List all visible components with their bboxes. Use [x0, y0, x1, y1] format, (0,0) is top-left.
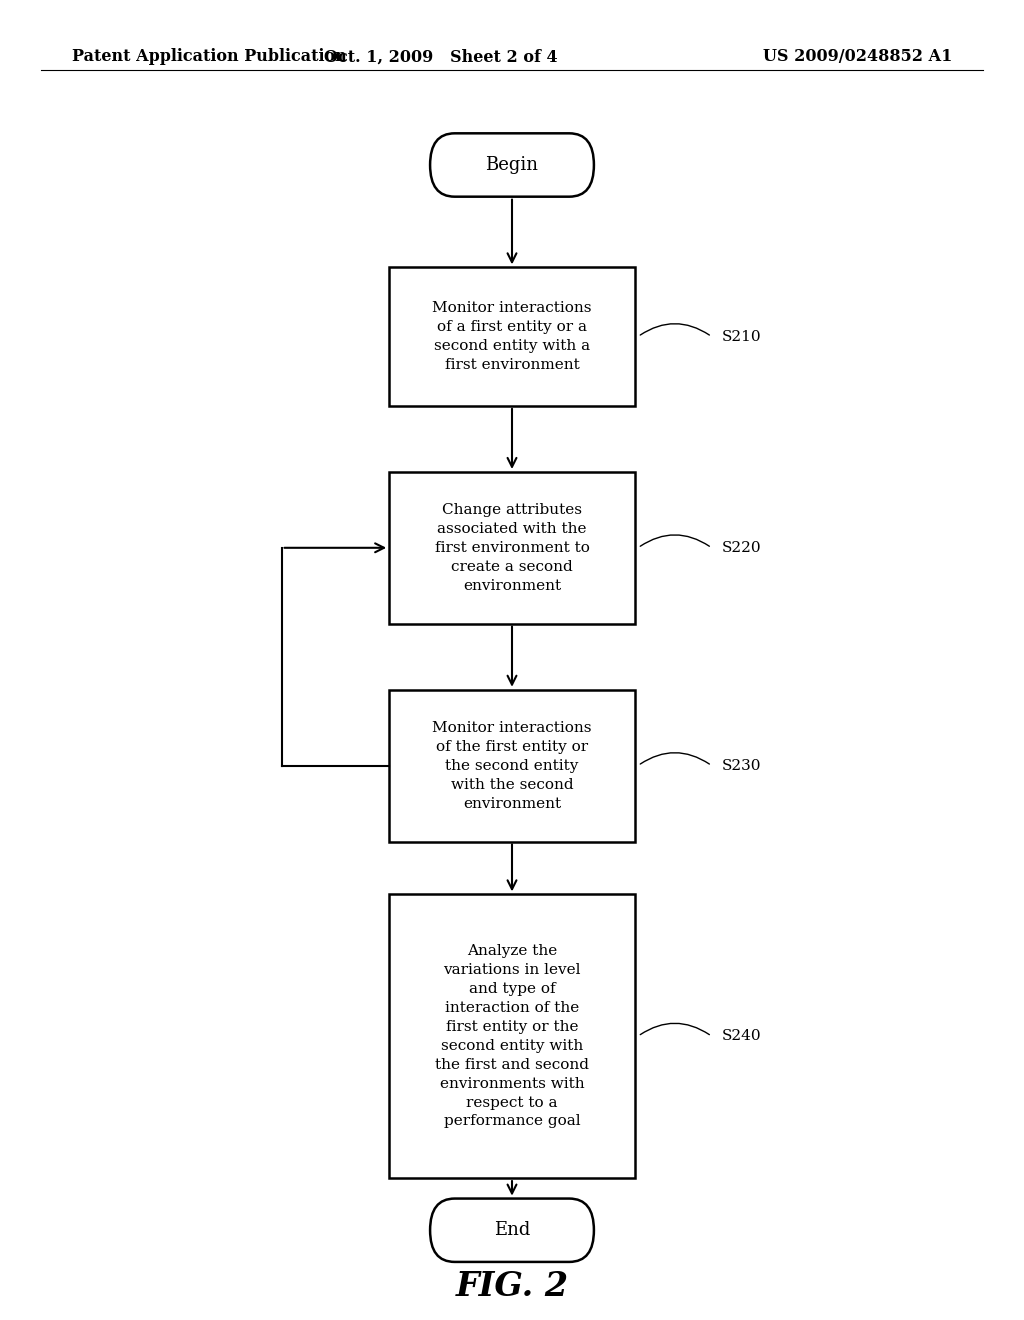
Text: US 2009/0248852 A1: US 2009/0248852 A1 — [763, 49, 952, 65]
Bar — [389, 473, 635, 624]
Text: Monitor interactions
of a first entity or a
second entity with a
first environme: Monitor interactions of a first entity o… — [432, 301, 592, 372]
Text: Patent Application Publication: Patent Application Publication — [72, 49, 346, 65]
Text: S220: S220 — [722, 541, 762, 554]
Text: S210: S210 — [722, 330, 762, 343]
Text: FIG. 2: FIG. 2 — [456, 1270, 568, 1304]
Bar — [389, 689, 635, 842]
Text: Analyze the
variations in level
and type of
interaction of the
first entity or t: Analyze the variations in level and type… — [435, 944, 589, 1129]
FancyBboxPatch shape — [430, 133, 594, 197]
Text: S240: S240 — [722, 1030, 762, 1043]
Bar — [389, 895, 635, 1177]
Text: End: End — [494, 1221, 530, 1239]
Text: Oct. 1, 2009   Sheet 2 of 4: Oct. 1, 2009 Sheet 2 of 4 — [324, 49, 557, 65]
Text: Change attributes
associated with the
first environment to
create a second
envir: Change attributes associated with the fi… — [434, 503, 590, 593]
Text: Monitor interactions
of the first entity or
the second entity
with the second
en: Monitor interactions of the first entity… — [432, 721, 592, 810]
FancyBboxPatch shape — [430, 1199, 594, 1262]
Bar — [389, 267, 635, 407]
Text: S230: S230 — [722, 759, 762, 772]
Text: Begin: Begin — [485, 156, 539, 174]
